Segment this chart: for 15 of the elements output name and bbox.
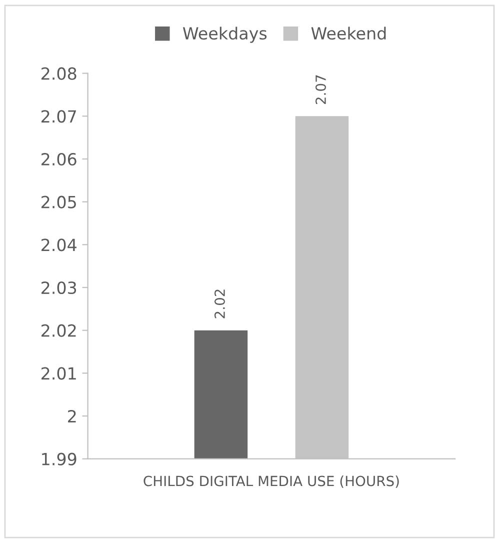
y-tick-label: 2.07 <box>42 110 76 123</box>
y-tick-label: 2.06 <box>42 152 76 166</box>
data-label: 2.07 <box>315 75 326 104</box>
y-tick-label: 2.01 <box>42 367 76 380</box>
legend-label: Weekdays <box>182 26 267 43</box>
legend-label: Weekend <box>311 26 386 40</box>
y-tick-label: 2.03 <box>42 281 76 294</box>
y-tick-label: 2.05 <box>42 196 76 208</box>
y-tick-label: 1.99 <box>42 452 76 466</box>
y-tick-label: 2.02 <box>42 324 76 337</box>
data-label: 2.02 <box>214 290 225 318</box>
y-tick-label: 2.04 <box>42 238 76 252</box>
x-tick-label: CHILDS DIGITAL MEDIA USE (HOURS) <box>144 476 399 488</box>
y-tick-label: 2 <box>68 410 76 422</box>
y-tick-label: 2.08 <box>42 67 76 80</box>
